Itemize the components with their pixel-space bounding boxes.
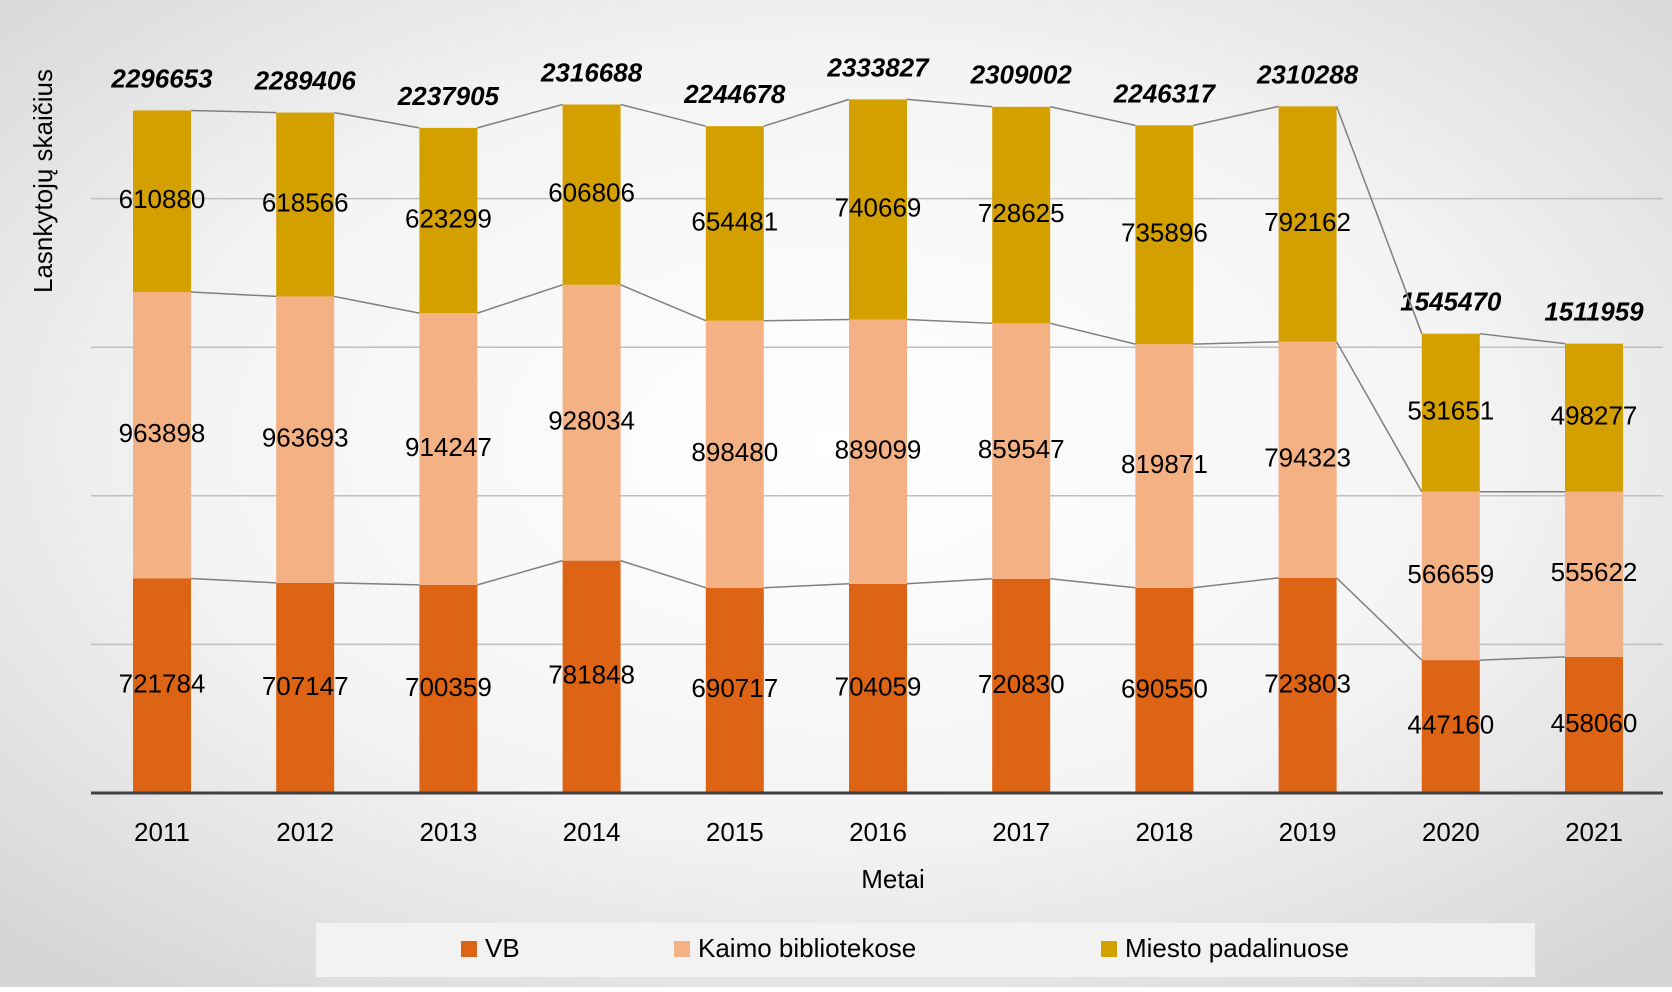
x-tick-label: 2013 [419, 817, 477, 847]
total-label: 2316688 [540, 57, 643, 87]
legend-label: VB [485, 933, 520, 963]
legend-swatch [461, 941, 477, 957]
x-axis-label: Metai [861, 864, 925, 894]
value-label: 720830 [978, 669, 1065, 699]
total-label: 2333827 [826, 52, 930, 82]
value-label: 740669 [835, 192, 922, 222]
value-label: 654481 [691, 206, 778, 236]
value-label: 963898 [119, 418, 206, 448]
total-label: 2237905 [397, 81, 500, 111]
value-label: 707147 [262, 671, 349, 701]
x-tick-label: 2014 [563, 817, 621, 847]
x-tick-label: 2021 [1565, 817, 1623, 847]
value-label: 531651 [1407, 396, 1494, 426]
x-tick-label: 2019 [1279, 817, 1337, 847]
value-label: 623299 [405, 203, 492, 233]
total-label: 1545470 [1400, 287, 1502, 317]
value-label: 819871 [1121, 449, 1208, 479]
total-label: 2289406 [254, 65, 357, 95]
value-label: 898480 [691, 437, 778, 467]
value-label: 610880 [119, 184, 206, 214]
value-label: 723803 [1264, 668, 1351, 698]
x-tick-label: 2011 [134, 817, 190, 847]
value-label: 728625 [978, 198, 1065, 228]
value-label: 700359 [405, 672, 492, 702]
legend-swatch [1101, 941, 1117, 957]
total-label: 2244678 [683, 79, 786, 109]
value-label: 735896 [1121, 218, 1208, 248]
value-label: 498277 [1551, 401, 1638, 431]
value-label: 781848 [548, 660, 635, 690]
value-label: 458060 [1551, 708, 1638, 738]
value-label: 721784 [119, 669, 206, 699]
value-label: 690717 [691, 673, 778, 703]
total-label: 2246317 [1113, 78, 1217, 108]
value-label: 704059 [835, 671, 922, 701]
x-tick-label: 2017 [992, 817, 1050, 847]
value-label: 447160 [1407, 709, 1494, 739]
value-label: 914247 [405, 432, 492, 462]
value-label: 792162 [1264, 207, 1351, 237]
value-label: 555622 [1551, 557, 1638, 587]
x-tick-label: 2020 [1422, 817, 1480, 847]
legend-label: Miesto padalinuose [1125, 933, 1349, 963]
value-label: 794323 [1264, 443, 1351, 473]
total-label: 2309002 [970, 60, 1073, 90]
total-label: 2296653 [110, 63, 213, 93]
legend-label: Kaimo bibliotekose [698, 933, 916, 963]
total-label: 2310288 [1256, 59, 1359, 89]
value-label: 889099 [835, 435, 922, 465]
value-label: 859547 [978, 434, 1065, 464]
value-label: 566659 [1407, 559, 1494, 589]
value-label: 928034 [548, 406, 635, 436]
x-tick-label: 2018 [1135, 817, 1193, 847]
value-label: 963693 [262, 423, 349, 453]
y-axis-label: Lasnkytojų skaičius [28, 69, 58, 293]
x-tick-label: 2016 [849, 817, 907, 847]
value-label: 690550 [1121, 673, 1208, 703]
value-label: 606806 [548, 178, 635, 208]
total-label: 1511959 [1544, 297, 1644, 327]
x-tick-label: 2012 [276, 817, 334, 847]
x-tick-label: 2015 [706, 817, 764, 847]
legend-swatch [674, 941, 690, 957]
value-label: 618566 [262, 187, 349, 217]
